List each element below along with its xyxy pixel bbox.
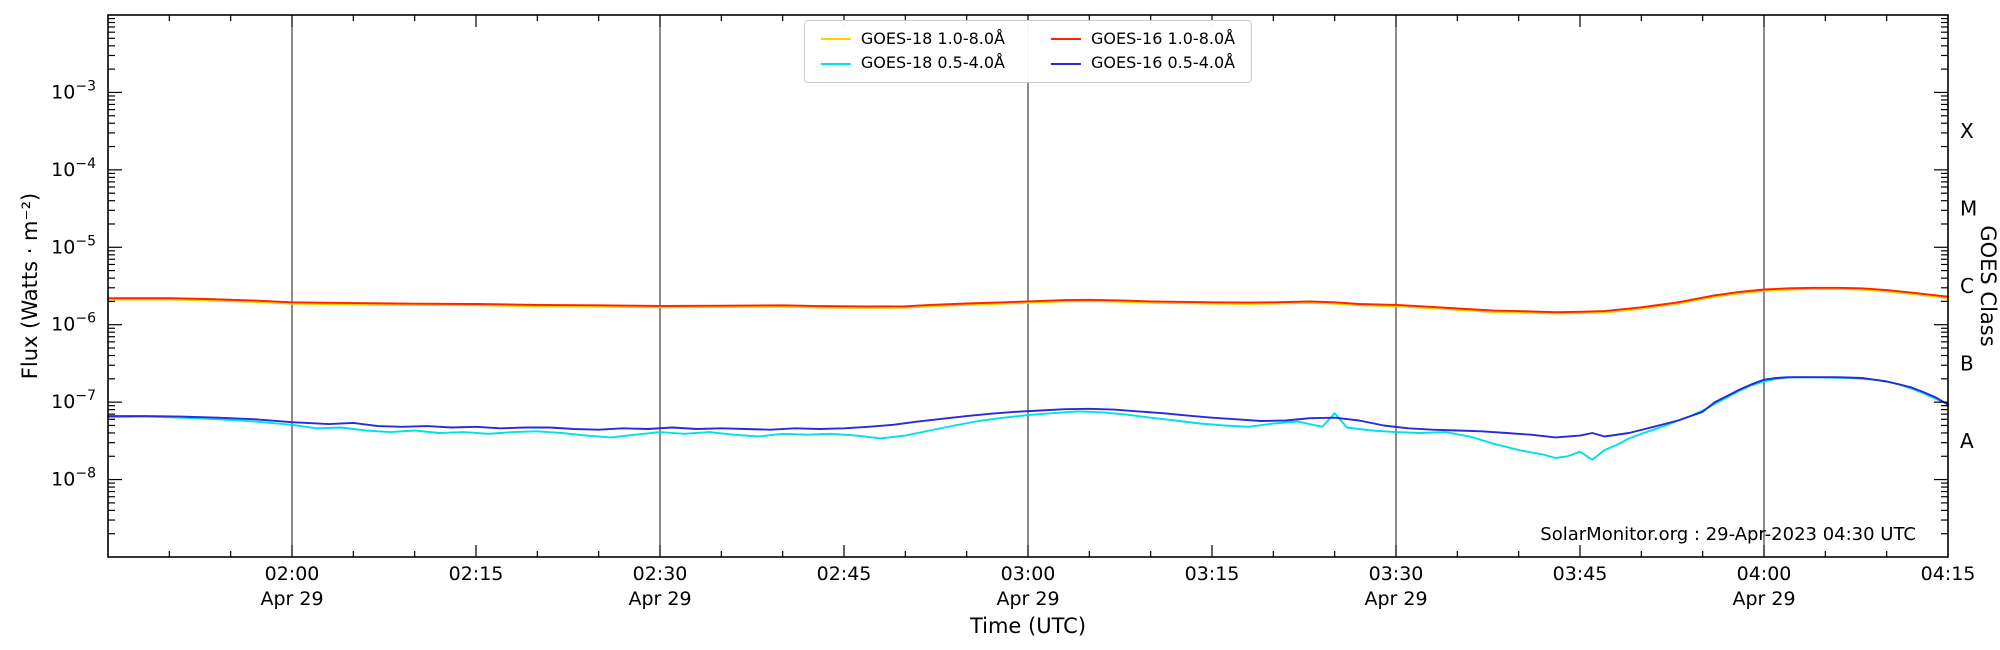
legend-label: GOES-18 1.0-8.0Å [860, 29, 1005, 48]
solarmonitor-timestamp-annotation: SolarMonitor.org : 29-Apr-2023 04:30 UTC [1540, 524, 1916, 545]
x-tick-date-label: Apr 29 [260, 588, 323, 610]
legend-label: GOES-16 1.0-8.0Å [1091, 29, 1236, 48]
x-tick-label: 04:15 [1921, 563, 1976, 585]
legend-item: GOES-16 0.5-4.0Å [1051, 53, 1236, 73]
series-line [107, 286, 1949, 314]
legend-line-sample [820, 38, 851, 41]
legend-label: GOES-16 0.5-4.0Å [1091, 53, 1236, 73]
legend-line-sample [1051, 62, 1081, 65]
legend-line-sample [1051, 38, 1081, 41]
goes-class-letter: A [1960, 429, 1974, 453]
x-tick-label: 02:45 [817, 563, 872, 585]
x-tick-label: 03:15 [1185, 563, 1240, 585]
goes-class-letter: M [1960, 197, 1977, 221]
y-tick-label: 10−6 [51, 311, 96, 336]
legend-item: GOES-16 1.0-8.0Å [1051, 29, 1236, 48]
right-axis-label-goes-class: GOES Class [1976, 225, 2000, 347]
series-line [107, 376, 1949, 439]
goes-class-letter: X [1960, 119, 1974, 143]
goes-class-letter: C [1960, 274, 1974, 298]
x-tick-date-label: Apr 29 [1732, 588, 1795, 610]
series-line [107, 376, 1949, 461]
legend-item: GOES-18 1.0-8.0Å [820, 29, 1005, 48]
x-tick-label: 02:30 [633, 563, 688, 585]
y-tick-label: 10−4 [51, 156, 96, 181]
x-tick-date-label: Apr 29 [1364, 588, 1427, 610]
x-tick-label: 03:00 [1001, 563, 1056, 585]
series-line [107, 288, 1949, 315]
x-tick-date-label: Apr 29 [628, 588, 691, 610]
x-tick-label: 03:45 [1553, 563, 1608, 585]
legend-label: GOES-18 0.5-4.0Å [860, 53, 1005, 73]
x-tick-label: 04:00 [1737, 563, 1792, 585]
x-axis-label: Time (UTC) [969, 614, 1087, 638]
y-tick-label: 10−7 [51, 388, 96, 413]
goes-class-letter: B [1960, 351, 1974, 375]
y-tick-label: 10−8 [51, 466, 96, 491]
y-tick-label: 10−3 [51, 78, 96, 103]
x-tick-date-label: Apr 29 [996, 588, 1059, 610]
x-tick-label: 02:00 [265, 563, 320, 585]
legend-line-sample [820, 62, 851, 65]
legend-item: GOES-18 0.5-4.0Å [820, 53, 1005, 73]
y-axis-label: Flux (Watts · m⁻²) [18, 192, 42, 380]
x-tick-label: 02:15 [449, 563, 504, 585]
y-tick-label: 10−5 [51, 233, 96, 258]
legend-box: GOES-18 1.0-8.0Å GOES-18 0.5-4.0Å GOES-16 … [803, 20, 1253, 83]
x-tick-label: 03:30 [1369, 563, 1424, 585]
